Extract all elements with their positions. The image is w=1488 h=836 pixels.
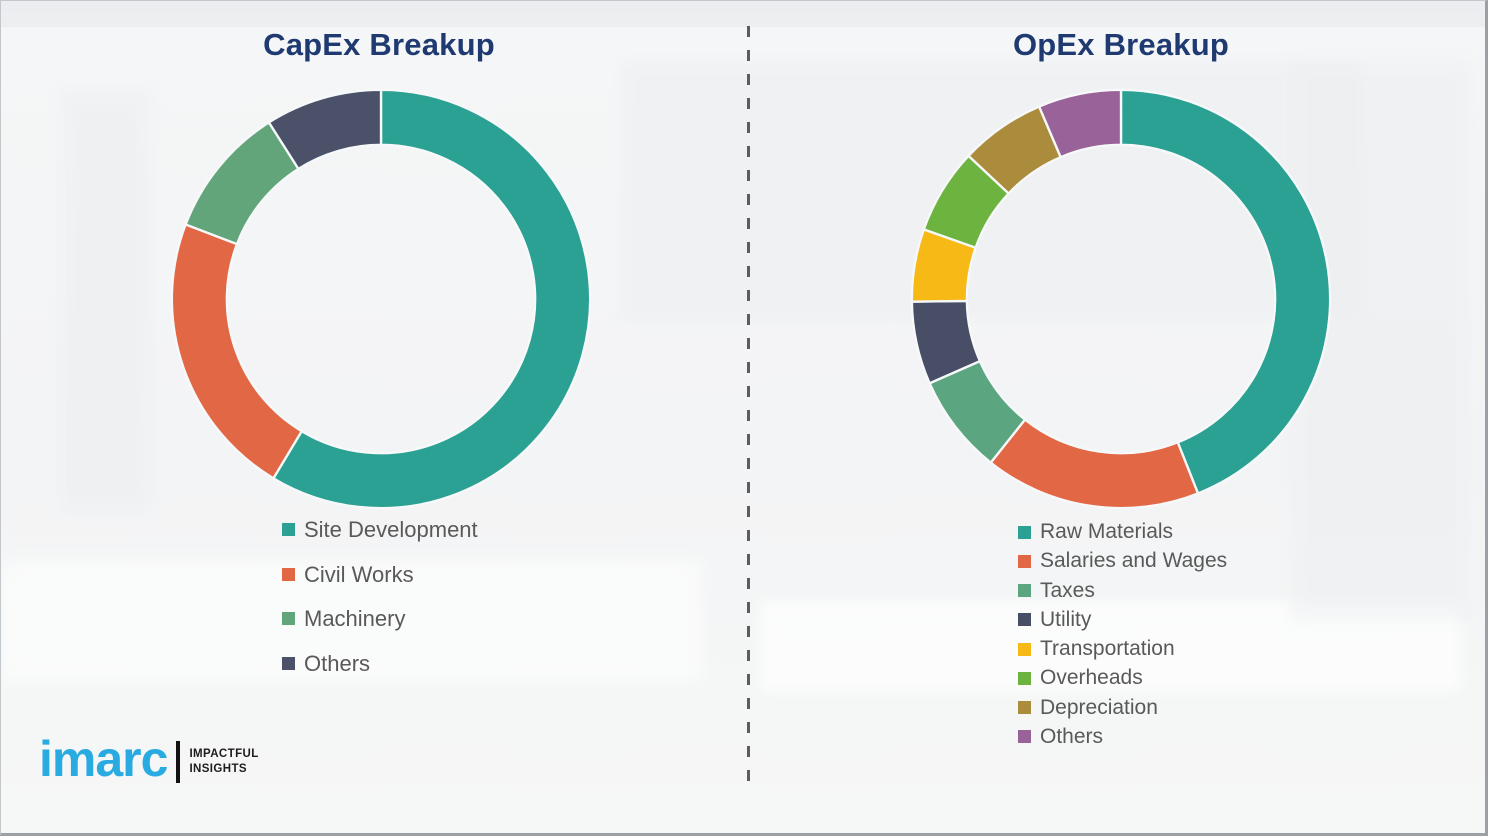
legend-item: Overheads (1018, 665, 1227, 691)
opex-donut-chart (910, 88, 1332, 510)
capex-donut-chart (170, 88, 592, 510)
legend-item: Transportation (1018, 636, 1227, 662)
legend-item: Machinery (282, 605, 478, 633)
legend-item: Civil Works (282, 561, 478, 589)
legend-label: Civil Works (304, 561, 414, 587)
legend-label: Taxes (1040, 578, 1095, 602)
legend-item: Utility (1018, 607, 1227, 633)
opex-legend: Raw Materials Salaries and Wages Taxes Util… (1018, 519, 1227, 753)
legend-label: Others (304, 650, 371, 676)
imarc-tagline-line1: IMPACTFUL (189, 748, 259, 761)
legend-item: Others (1018, 724, 1227, 750)
legend-item: Salaries and Wages (1018, 548, 1227, 574)
donut-segment-site-development (271, 88, 592, 510)
donut-segment-civil-works (170, 222, 304, 480)
legend-swatch-icon (1018, 554, 1031, 568)
capex-chart-title: CapEx Breakup (263, 27, 495, 62)
legend-item: Site Development (282, 516, 478, 544)
donut-segment-others (267, 88, 383, 171)
donut-segment-salaries-and-wages (989, 417, 1200, 510)
legend-label: Raw Materials (1040, 520, 1174, 543)
legend-swatch-icon (1018, 525, 1031, 539)
legend-swatch-icon (1018, 671, 1031, 685)
legend-swatch-icon (282, 612, 295, 626)
capex-legend: Site Development Civil Works Machinery Othe… (282, 516, 478, 694)
legend-label: Overheads (1040, 666, 1143, 690)
dashed-divider-line (747, 26, 750, 792)
imarc-tagline-line2: INSIGHTS (189, 763, 247, 775)
opex-chart-title: OpEx Breakup (1012, 27, 1230, 62)
legend-swatch-icon (282, 656, 295, 670)
legend-label: Utility (1040, 607, 1092, 631)
legend-item: Raw Materials (1018, 519, 1227, 545)
legend-label: Site Development (304, 517, 478, 542)
imarc-logo-tagline: IMPACTFUL INSIGHTS (189, 747, 258, 777)
legend-label: Salaries and Wages (1040, 549, 1228, 573)
donut-segment-raw-materials (1119, 88, 1332, 495)
legend-swatch-icon (282, 523, 295, 537)
background-texture (61, 91, 151, 511)
imarc-logo: imarc IMPACTFUL INSIGHTS (39, 734, 259, 784)
imarc-logo-wordmark: imarc (39, 731, 168, 787)
legend-swatch-icon (282, 567, 295, 581)
legend-label: Transportation (1040, 637, 1175, 660)
legend-swatch-icon (1018, 642, 1031, 656)
legend-label: Machinery (304, 606, 406, 631)
legend-label: Others (1040, 724, 1104, 748)
legend-item: Depreciation (1018, 695, 1227, 721)
legend-item: Taxes (1018, 578, 1227, 604)
legend-swatch-icon (1018, 701, 1031, 715)
legend-swatch-icon (1018, 613, 1031, 627)
legend-swatch-icon (1018, 730, 1031, 744)
legend-item: Others (282, 650, 478, 678)
background-texture (1, 1, 1485, 27)
donut-segment-others (1037, 88, 1123, 159)
legend-label: Depreciation (1040, 695, 1158, 719)
legend-swatch-icon (1018, 584, 1031, 598)
imarc-logo-separator (176, 741, 181, 783)
